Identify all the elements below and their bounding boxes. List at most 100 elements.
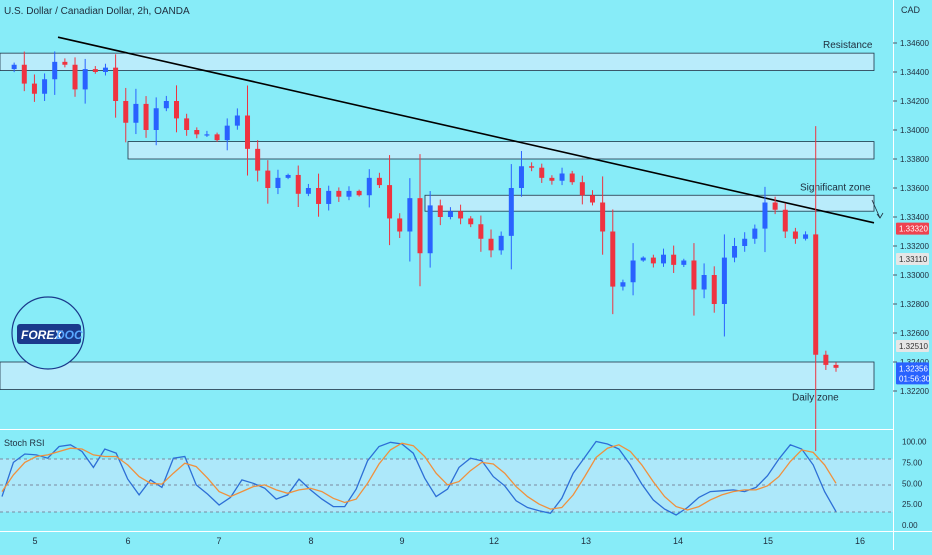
- candle-body[interactable]: [387, 185, 393, 219]
- candle-body[interactable]: [732, 246, 738, 258]
- significant-zone-box[interactable]: [424, 194, 875, 212]
- candle-body[interactable]: [72, 64, 78, 90]
- candle-body[interactable]: [518, 166, 524, 188]
- candle-body[interactable]: [173, 101, 179, 119]
- candle-body[interactable]: [21, 64, 27, 84]
- candle-body[interactable]: [569, 173, 575, 183]
- candle-body[interactable]: [701, 275, 707, 290]
- candle-body[interactable]: [123, 101, 129, 123]
- candle-body[interactable]: [721, 257, 727, 304]
- time-axis-label: 8: [308, 536, 313, 546]
- candle-body[interactable]: [143, 103, 149, 130]
- candle-body[interactable]: [265, 170, 271, 188]
- candle-body[interactable]: [427, 205, 433, 254]
- candle-body[interactable]: [610, 231, 616, 287]
- candle-body[interactable]: [813, 234, 819, 355]
- candle-body[interactable]: [224, 125, 230, 141]
- price-tick-label: 1.34400: [900, 68, 929, 77]
- candle-body[interactable]: [589, 195, 595, 203]
- resistance-box[interactable]: [0, 52, 875, 71]
- candle-body[interactable]: [752, 228, 758, 239]
- stoch-rsi-pane[interactable]: Stoch RSI: [0, 438, 893, 516]
- candle-body[interactable]: [52, 61, 58, 80]
- candle-body[interactable]: [234, 115, 240, 126]
- candle-body[interactable]: [397, 218, 403, 232]
- candle-body[interactable]: [650, 257, 656, 264]
- candle-body[interactable]: [92, 69, 98, 72]
- price-tick-label: 1.34000: [900, 126, 929, 135]
- candle-body[interactable]: [356, 190, 362, 196]
- candle-body[interactable]: [488, 238, 494, 251]
- candle-body[interactable]: [559, 173, 565, 181]
- candle-body[interactable]: [478, 224, 484, 239]
- candle-body[interactable]: [336, 190, 342, 197]
- time-axis-label: 15: [763, 536, 773, 546]
- candle-body[interactable]: [275, 177, 281, 188]
- candle-body[interactable]: [42, 79, 48, 94]
- upper-zone-box[interactable]: [127, 141, 875, 160]
- time-axis-label: 12: [489, 536, 499, 546]
- candle-body[interactable]: [153, 108, 159, 130]
- candle-body[interactable]: [762, 202, 768, 229]
- candle-body[interactable]: [579, 182, 585, 196]
- candle-body[interactable]: [600, 202, 606, 232]
- candle-body[interactable]: [184, 118, 190, 130]
- candle-body[interactable]: [782, 209, 788, 232]
- candle-body[interactable]: [346, 190, 352, 197]
- candle-body[interactable]: [295, 174, 301, 194]
- candle-body[interactable]: [772, 202, 778, 210]
- candle-body[interactable]: [366, 177, 372, 196]
- candle-body[interactable]: [102, 67, 108, 72]
- candle-body[interactable]: [31, 83, 37, 94]
- candle-body[interactable]: [661, 254, 667, 264]
- candle-body[interactable]: [671, 254, 677, 265]
- candle-body[interactable]: [823, 354, 829, 365]
- candle-body[interactable]: [194, 130, 200, 135]
- candle-body[interactable]: [214, 134, 220, 141]
- candle-body[interactable]: [82, 69, 88, 90]
- price-tick-label: 1.32800: [900, 300, 929, 309]
- trendline[interactable]: [57, 36, 875, 224]
- candle-body[interactable]: [255, 148, 261, 171]
- candle-body[interactable]: [407, 198, 413, 232]
- candle-body[interactable]: [803, 234, 809, 239]
- candle-body[interactable]: [529, 166, 535, 168]
- symbol-title[interactable]: U.S. Dollar / Canadian Dollar, 2h, OANDA: [4, 6, 190, 17]
- candle-body[interactable]: [539, 167, 545, 178]
- candle-body[interactable]: [447, 211, 453, 217]
- daily-zone-box[interactable]: [0, 361, 875, 390]
- candle-body[interactable]: [620, 282, 626, 287]
- time-axis-label: 9: [399, 536, 404, 546]
- candle-body[interactable]: [833, 364, 839, 368]
- candle-body[interactable]: [376, 177, 382, 186]
- price-tick-label: 1.34600: [900, 39, 929, 48]
- candle-body[interactable]: [62, 61, 68, 65]
- candle-body[interactable]: [437, 205, 443, 217]
- candle-body[interactable]: [792, 231, 798, 239]
- candle-body[interactable]: [508, 188, 514, 236]
- candle-body[interactable]: [245, 115, 251, 149]
- candle-body[interactable]: [711, 275, 717, 304]
- candle-body[interactable]: [305, 188, 311, 194]
- candle-body[interactable]: [133, 103, 139, 123]
- candle-body[interactable]: [742, 238, 748, 246]
- candle-body[interactable]: [316, 188, 322, 204]
- candle-body[interactable]: [11, 64, 17, 70]
- candle-body[interactable]: [113, 67, 119, 101]
- candle-body[interactable]: [549, 177, 555, 181]
- candle-body[interactable]: [468, 218, 474, 225]
- candle-body[interactable]: [640, 257, 646, 261]
- candle-body[interactable]: [498, 235, 504, 251]
- candle-body[interactable]: [630, 260, 636, 283]
- candle-body[interactable]: [417, 198, 423, 254]
- candle-body[interactable]: [691, 260, 697, 290]
- candle-body[interactable]: [285, 174, 291, 178]
- candle-body[interactable]: [163, 101, 169, 109]
- arrow-down-icon: [871, 199, 884, 219]
- candle-body[interactable]: [326, 190, 332, 204]
- candle-body[interactable]: [681, 260, 687, 265]
- candle-body[interactable]: [458, 211, 464, 219]
- candle-body[interactable]: [204, 134, 210, 136]
